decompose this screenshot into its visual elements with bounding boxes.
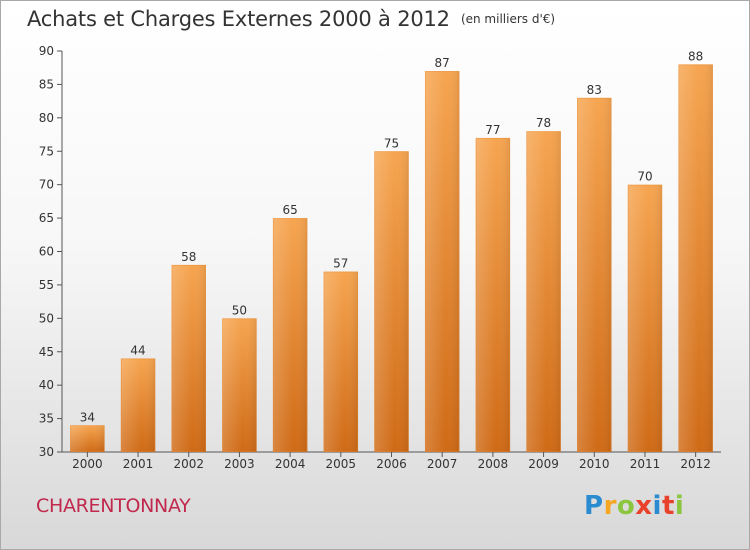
bar-shade <box>678 64 713 452</box>
bar-outline <box>425 71 460 452</box>
bar-outline <box>273 218 308 452</box>
x-tick-label: 2007 <box>427 457 458 471</box>
bar-value-label: 44 <box>130 343 145 357</box>
chart-title: Achats et Charges Externes 2000 à 2012 (… <box>27 7 555 31</box>
x-tick-label: 2000 <box>72 457 103 471</box>
bar-shade <box>222 318 257 452</box>
bar-outline <box>70 425 105 452</box>
bar-shade <box>424 71 460 453</box>
bar-value-label: 57 <box>333 257 348 271</box>
x-tick-label: 2011 <box>630 457 661 471</box>
bars-group <box>70 64 713 453</box>
x-tick-label: 2002 <box>173 457 204 471</box>
chart-title-text: Achats et Charges Externes 2000 à 2012 <box>27 7 450 31</box>
bar-value-label: 83 <box>587 83 602 97</box>
x-tick-label: 2012 <box>680 457 711 471</box>
bar-outline <box>374 151 409 452</box>
bar-shade <box>272 218 308 452</box>
labels-group: 2000 34 2001 44 2002 58 2003 50 2004 65 2005 57 2006… <box>72 49 711 471</box>
y-tick-label: 50 <box>39 311 54 325</box>
logo-letter: P <box>584 491 604 521</box>
logo-letter: t <box>661 491 675 521</box>
bar-outline <box>222 318 257 452</box>
bar-outline <box>171 265 206 452</box>
bar-outline <box>475 138 510 452</box>
y-tick-label: 45 <box>39 345 54 359</box>
y-tick-label: 70 <box>39 178 54 192</box>
bar-shade <box>627 184 663 452</box>
x-tick-label: 2005 <box>326 457 357 471</box>
x-tick-label: 2010 <box>579 457 610 471</box>
bar-shade <box>323 271 359 452</box>
bar-outline <box>627 184 662 452</box>
bar-outline <box>577 97 612 452</box>
bar-shade <box>120 358 156 452</box>
bar-outline <box>121 358 156 452</box>
bar-shade <box>171 264 206 452</box>
bar-value-label: 77 <box>485 123 500 137</box>
bar-value-label: 34 <box>80 410 95 424</box>
bar-shade <box>526 131 561 452</box>
x-tick-label: 2001 <box>123 457 154 471</box>
bar-value-label: 75 <box>384 136 399 150</box>
x-tick-label: 2009 <box>528 457 559 471</box>
x-tick-label: 2006 <box>376 457 407 471</box>
y-tick-label: 65 <box>39 211 54 225</box>
bar-value-label: 58 <box>181 250 196 264</box>
x-tick-label: 2003 <box>224 457 255 471</box>
bar-value-label: 50 <box>232 303 247 317</box>
y-tick-label: 60 <box>39 245 54 259</box>
bar-shade <box>70 425 105 452</box>
bar-shade <box>475 137 511 452</box>
y-tick-label: 40 <box>39 378 54 392</box>
logo-letter: x <box>635 491 653 521</box>
axes-group: 30 35 40 45 50 55 60 65 70 75 80 85 90 <box>39 44 721 459</box>
bar-value-label: 88 <box>688 49 703 63</box>
x-tick-label: 2008 <box>478 457 509 471</box>
y-tick-label: 30 <box>39 445 54 459</box>
bar-value-label: 70 <box>637 170 652 184</box>
logo-letter: i <box>674 491 685 521</box>
bar-value-label: 87 <box>435 56 450 70</box>
bar-value-label: 78 <box>536 116 551 130</box>
x-tick-label: 2004 <box>275 457 306 471</box>
bar-shade <box>577 97 612 453</box>
bar-value-label: 65 <box>282 203 297 217</box>
y-tick-label: 75 <box>39 144 54 158</box>
y-tick-label: 80 <box>39 111 54 125</box>
commune-name: CHARENTONNAY <box>36 495 191 517</box>
proxiti-logo: Proxiti <box>584 491 684 521</box>
logo-letter: i <box>652 491 662 521</box>
logo-letter: r <box>603 491 617 521</box>
chart-subtitle: (en milliers d'€) <box>460 12 556 26</box>
y-tick-label: 35 <box>39 412 54 426</box>
bar-outline <box>526 131 561 452</box>
y-tick-label: 55 <box>39 278 54 292</box>
y-tick-label: 90 <box>39 44 54 58</box>
bar-shade <box>374 151 409 452</box>
bar-outline <box>323 271 358 452</box>
y-tick-label: 85 <box>39 77 54 91</box>
logo-letter: o <box>616 491 636 521</box>
bar-outline <box>678 64 713 452</box>
